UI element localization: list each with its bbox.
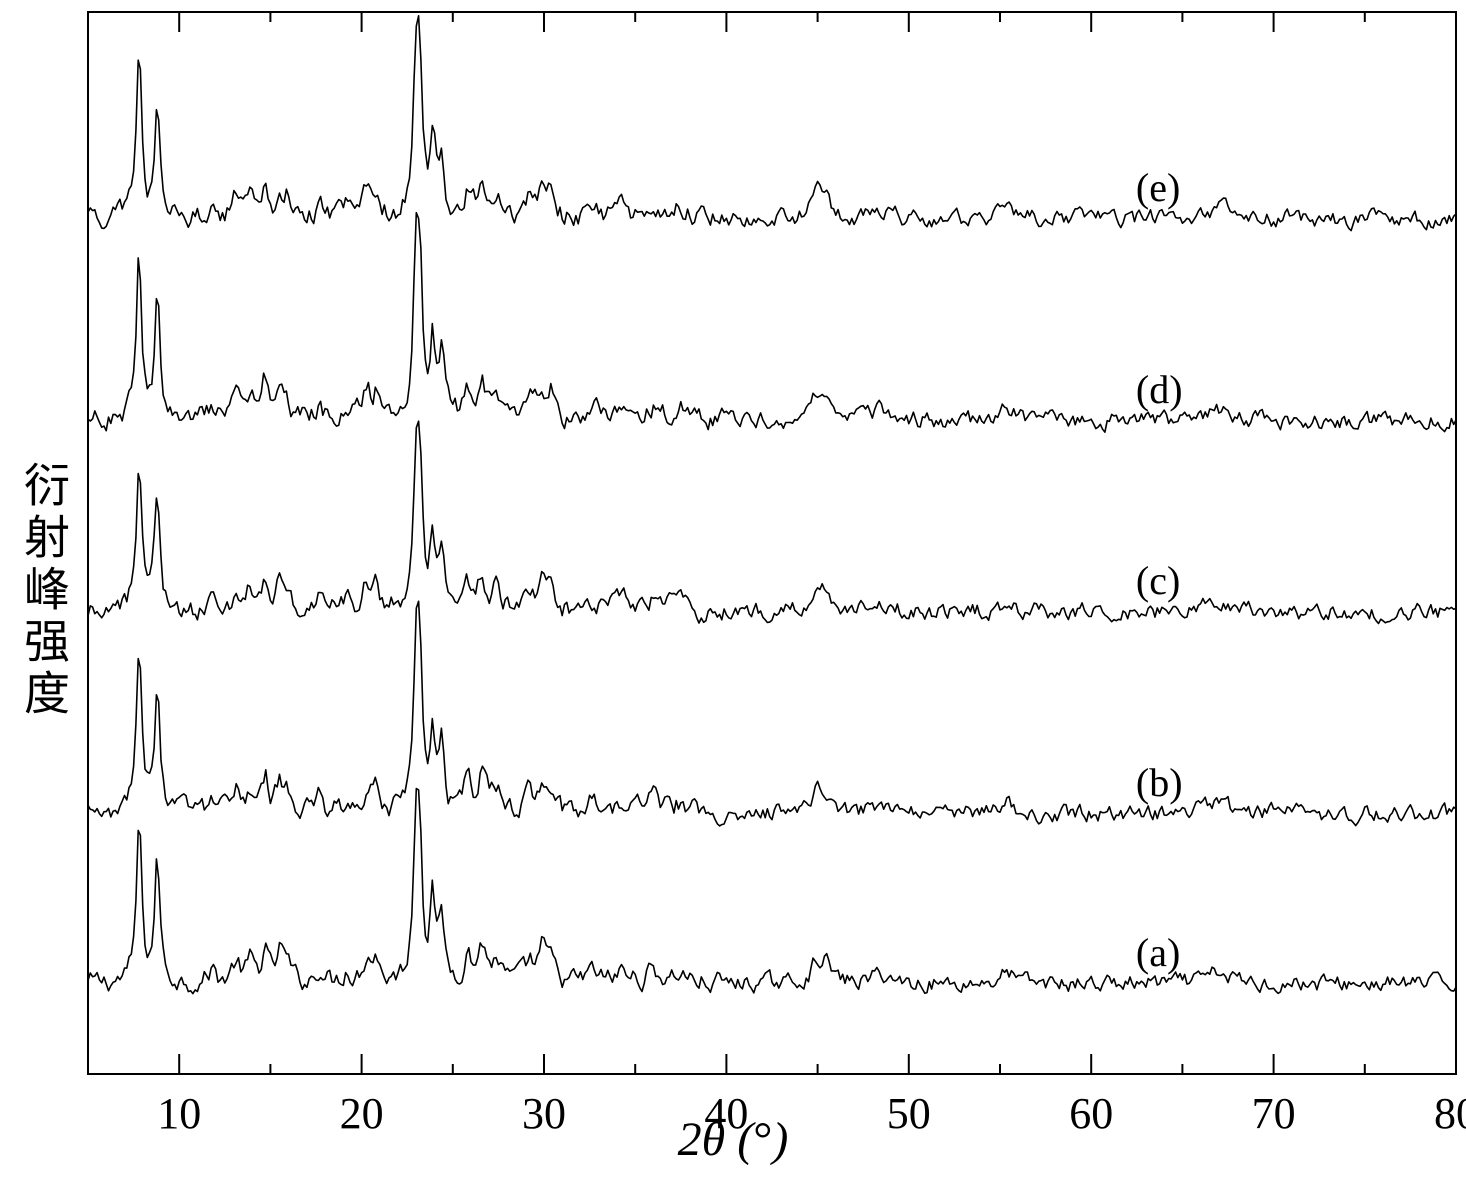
x-tick-label: 80 <box>1434 1088 1466 1139</box>
series-label: (a) <box>1136 929 1180 976</box>
x-tick-label: 40 <box>704 1088 748 1139</box>
series-label: (e) <box>1136 164 1180 211</box>
xrd-chart: 衍射峰强度 2θ (°) 1020304050607080 (e)(d)(c)(… <box>0 0 1466 1181</box>
series-label: (b) <box>1136 759 1183 806</box>
x-tick-label: 70 <box>1252 1088 1296 1139</box>
x-tick-label: 20 <box>340 1088 384 1139</box>
series-label: (d) <box>1136 366 1183 413</box>
x-tick-label: 30 <box>522 1088 566 1139</box>
plot-svg <box>0 0 1466 1181</box>
series-label: (c) <box>1136 557 1180 604</box>
x-tick-label: 10 <box>157 1088 201 1139</box>
x-tick-label: 50 <box>887 1088 931 1139</box>
x-tick-label: 60 <box>1069 1088 1113 1139</box>
